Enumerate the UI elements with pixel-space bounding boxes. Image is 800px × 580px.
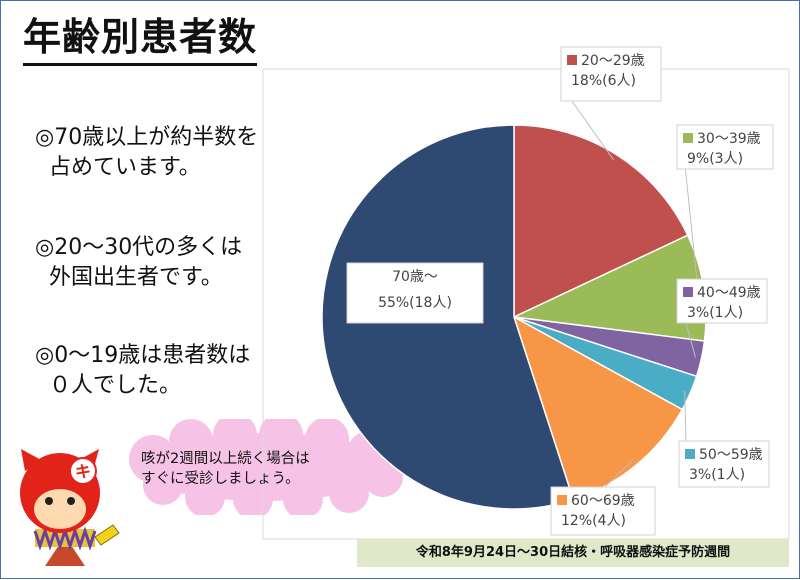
data-label-box (678, 440, 770, 488)
bullet-2-line2: 外国出生者です。 (35, 265, 223, 290)
slice-category-label: 20～29歳 (581, 53, 645, 69)
bullet-1-line1: ◎70歳以上が約半数を (35, 125, 259, 150)
bullet-3-line1: ◎0～19歳は患者数は (35, 343, 251, 368)
bullet-2-line1: ◎20～30代の多くは (35, 235, 243, 260)
bullet-3-line2: ０人でした。 (35, 373, 181, 398)
page-title: 年齢別患者数 (23, 11, 258, 66)
slice-value-label: 3%(1人) (687, 305, 743, 321)
callout-line2: すぐに受診しましょう。 (141, 471, 300, 487)
slice-value-label: 18%(6人) (571, 73, 636, 89)
leader-line (684, 164, 699, 288)
leader-line (568, 96, 615, 161)
slice-value-label: 9%(3人) (687, 151, 743, 167)
legend-swatch (683, 287, 693, 297)
bullet-1: ◎70歳以上が約半数を 占めています。 (35, 123, 258, 183)
slice-category-label: 70歳～ (392, 269, 438, 285)
slice-value-label: 12%(4人) (561, 513, 626, 529)
slice-value-label: 3%(1人) (689, 467, 745, 483)
slice-category-label: 30～39歳 (697, 131, 761, 147)
bullet-1-line2: 占めています。 (35, 155, 201, 180)
legend-swatch (685, 449, 695, 459)
mascot-badge: キ (75, 462, 91, 481)
callout-text: 咳が2週間以上続く場合は すぐに受診しましょう。 (141, 449, 391, 489)
data-label-box (676, 278, 768, 324)
slice-value-label: 55%(18人) (378, 295, 452, 311)
bullet-3: ◎0～19歳は患者数は ０人でした。 (35, 341, 250, 401)
pie-slice (513, 124, 689, 319)
leader-line (684, 318, 697, 358)
legend-swatch (557, 495, 567, 505)
callout-line1: 咳が2週間以上続く場合は (141, 451, 310, 467)
bullet-2: ◎20～30代の多くは 外国出生者です。 (35, 233, 242, 293)
mascot-illustration: キ (20, 449, 120, 566)
data-label-box (560, 46, 662, 102)
data-label-box (550, 486, 656, 536)
data-label-box (676, 124, 774, 170)
slice-category-label: 40～49歳 (697, 285, 761, 301)
slice-category-label: 50～59歳 (699, 447, 763, 463)
slice-category-label: 60～69歳 (571, 493, 635, 509)
data-label-box (346, 262, 484, 324)
footer-banner: 令和8年9月24日～30日結核・呼吸器感染症予防週間 (357, 539, 789, 567)
legend-swatch (683, 133, 693, 143)
legend-swatch (567, 55, 577, 65)
